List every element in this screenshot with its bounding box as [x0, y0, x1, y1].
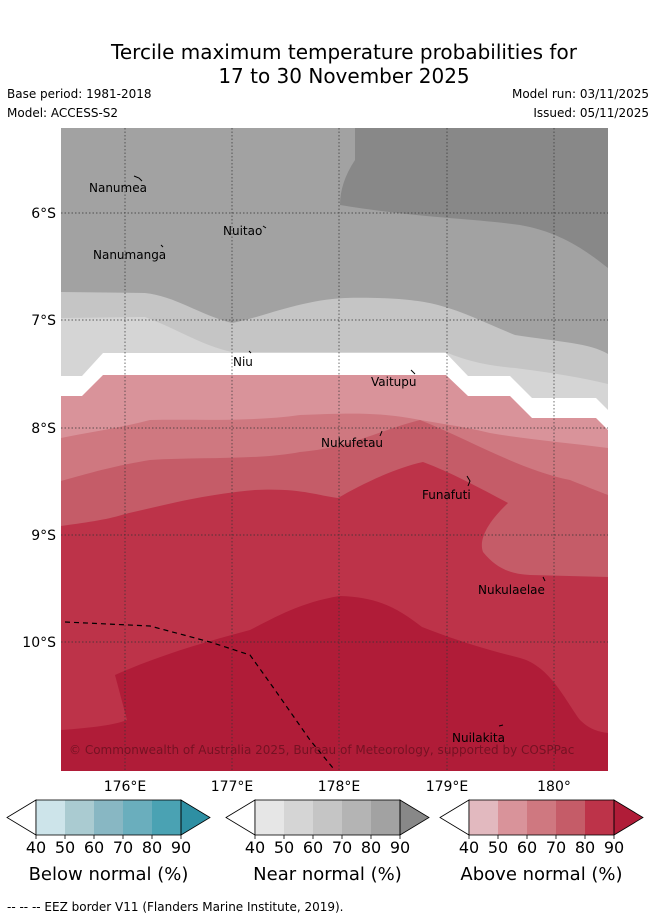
- colorbar-segment: [399, 799, 430, 836]
- colorbar-segment: [65, 800, 94, 835]
- colorbar-segment: [36, 800, 65, 835]
- colorbar-tick-label: 90: [390, 838, 410, 857]
- colorbar-segment: [123, 800, 152, 835]
- colorbar-title: Above normal (%): [460, 864, 622, 885]
- colorbar-title: Near normal (%): [253, 864, 402, 885]
- colorbar-segment: [313, 800, 342, 835]
- colorbar-tick-label: 70: [113, 838, 133, 857]
- colorbar-tick-label: 50: [55, 838, 75, 857]
- nuilakita-island: [498, 724, 504, 727]
- issued-date: Issued: 05/11/2025: [533, 106, 649, 120]
- colorbar-segment: [284, 800, 313, 835]
- colorbar-tick-label: 60: [517, 838, 537, 857]
- lon-label-176e: 176°E: [104, 779, 147, 795]
- colorbar-segment: [225, 799, 256, 836]
- colorbar-segment: [585, 800, 614, 835]
- lat-label-9s: 9°S: [31, 528, 56, 544]
- place-label-nanumea: Nanumea: [89, 181, 147, 195]
- vaitupu-island: [410, 369, 416, 375]
- nanumea-island: [133, 175, 143, 182]
- lat-label-10s: 10°S: [22, 635, 56, 651]
- colorbar-segment: [439, 799, 470, 836]
- place-label-nukufetau: Nukufetau: [321, 436, 383, 450]
- colorbar-tick-label: 90: [604, 838, 624, 857]
- colorbar-tick-label: 80: [575, 838, 595, 857]
- above-normal-max-region: [61, 596, 608, 771]
- colorbar-title: Below normal (%): [29, 864, 189, 885]
- title-line-1: Tercile maximum temperature probabilitie…: [111, 40, 577, 64]
- colorbar-tick-label: 60: [303, 838, 323, 857]
- colorbar-tick-label: 70: [332, 838, 352, 857]
- eez-border-legend: -- -- -- EEZ border V11 (Flanders Marine…: [7, 900, 344, 914]
- lat-label-7s: 7°S: [31, 313, 56, 329]
- map-title: Tercile maximum temperature probabilitie…: [0, 40, 655, 88]
- colorbar-tick-label: 60: [84, 838, 104, 857]
- colorbar-segment: [613, 799, 644, 836]
- colorbar-segment: [469, 800, 498, 835]
- base-period: Base period: 1981-2018: [7, 87, 152, 101]
- colorbar-tick-label: 40: [245, 838, 265, 857]
- lon-label-179e: 179°E: [426, 779, 469, 795]
- place-label-nukulaelae: Nukulaelae: [478, 583, 545, 597]
- lon-label-178e: 178°E: [318, 779, 361, 795]
- nukulaelae-island: [542, 576, 546, 582]
- colorbar-segment: [527, 800, 556, 835]
- lon-label-177e: 177°E: [211, 779, 254, 795]
- colorbar-segment: [6, 799, 37, 836]
- colorbar-segment: [342, 800, 371, 835]
- colorbar-tick-label: 70: [546, 838, 566, 857]
- model-run: Model run: 03/11/2025: [511, 87, 649, 101]
- eez-border-line: [64, 621, 334, 769]
- lat-label-6s: 6°S: [31, 206, 56, 222]
- copyright-notice: © Commonwealth of Australia 2025, Bureau…: [69, 743, 574, 757]
- colorbars: 40 50 60 70 80 90 Below normal (%) 40 50 60 70 80 90…: [6, 799, 644, 885]
- colorbar-tick-label: 50: [488, 838, 508, 857]
- colorbar-outline: [254, 799, 401, 836]
- model-name: Model: ACCESS-S2: [7, 106, 119, 120]
- colorbar-segment: [152, 800, 181, 835]
- nukufetau-island: [379, 430, 383, 437]
- colorbar-tick-label: 90: [171, 838, 191, 857]
- title-line-2: 17 to 30 November 2025: [218, 64, 470, 88]
- place-label-vaitupu: Vaitupu: [371, 375, 417, 389]
- colorbar-segment: [371, 800, 400, 835]
- colorbar-segment: [255, 800, 284, 835]
- colorbar-tick-label: 80: [361, 838, 381, 857]
- colorbar-segment: [498, 800, 527, 835]
- colorbar-tick-label: 40: [459, 838, 479, 857]
- lat-label-8s: 8°S: [31, 421, 56, 437]
- nuitao-island: [262, 225, 267, 229]
- place-label-funafuti: Funafuti: [422, 488, 471, 502]
- place-label-niu: Niu: [233, 355, 253, 369]
- nanumanga-island: [160, 244, 164, 248]
- colorbar-segment: [556, 800, 585, 835]
- colorbar-tick-label: 80: [142, 838, 162, 857]
- colorbar-outline: [35, 799, 182, 836]
- map-layers: [61, 128, 608, 771]
- colorbar-1: 40 50 60 70 80 90 Near normal (%): [225, 799, 430, 885]
- colorbar-0: 40 50 60 70 80 90 Below normal (%): [6, 799, 211, 885]
- gridlines: [61, 128, 608, 771]
- colorbar-2: 40 50 60 70 80 90 Above normal (%): [439, 799, 644, 885]
- place-label-nuitao: Nuitao: [223, 224, 262, 238]
- colorbar-outline: [468, 799, 615, 836]
- place-label-nuilakita: Nuilakita: [452, 731, 505, 745]
- place-label-nanumanga: Nanumanga: [93, 248, 166, 262]
- colorbar-segment: [180, 799, 211, 836]
- colorbar-tick-label: 50: [274, 838, 294, 857]
- island-marks: [133, 175, 546, 727]
- lon-label-180: 180°: [537, 779, 571, 795]
- near-normal-90-region: [340, 128, 608, 268]
- funafuti-island: [466, 475, 471, 487]
- niu-island: [248, 350, 252, 354]
- colorbar-segment: [94, 800, 123, 835]
- colorbar-tick-label: 40: [26, 838, 46, 857]
